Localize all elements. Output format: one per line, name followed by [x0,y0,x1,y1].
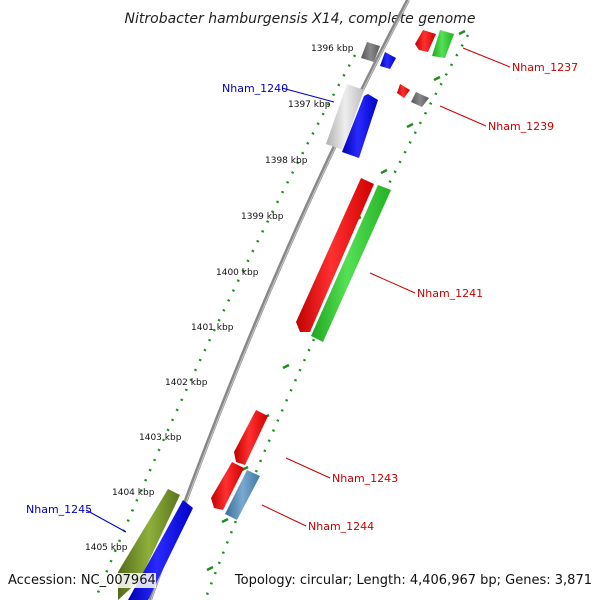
tick-label: 1404 kbp [112,488,155,498]
cds-feature-nham-1241 [296,178,391,342]
label-connectors [85,47,511,533]
tick-label: 1405 kbp [85,543,128,553]
gene-label-nham-1239[interactable]: Nham_1239 [488,120,554,133]
gene-label-nham-1243[interactable]: Nham_1243 [332,472,398,485]
gene-labels: Nham_1237 Nham_1239 Nham_1240 Nham_1241 … [26,61,578,533]
tick-label: 1399 kbp [241,212,284,222]
cds-feature-nham-1243 [234,410,268,465]
tick-label: 1400 kbp [216,268,259,278]
map-title: Nitrobacter hamburgensis X14, complete g… [125,11,476,27]
gene-label-nham-1244[interactable]: Nham_1244 [308,520,374,533]
accession-text: Accession: NC_007964 [8,573,156,588]
ruler-tick-labels: 1396 kbp 1397 kbp 1398 kbp 1399 kbp 1400… [85,44,354,553]
cds-feature-nham-1237 [415,30,454,58]
tick-label: 1401 kbp [191,323,234,333]
cds-feature [361,42,396,69]
cds-feature-nham-1239 [397,84,429,107]
tick-label: 1396 kbp [311,44,354,54]
tick-label: 1397 kbp [288,100,331,110]
cds-feature-nham-1240 [326,84,378,158]
gene-label-nham-1237[interactable]: Nham_1237 [512,61,578,74]
tick-label: 1398 kbp [265,156,308,166]
gene-label-nham-1240[interactable]: Nham_1240 [222,82,288,95]
topology-text: Topology: circular; Length: 4,406,967 bp… [234,573,592,588]
gene-label-nham-1241[interactable]: Nham_1241 [417,287,483,300]
cds-feature-nham-1244 [211,462,260,520]
tick-label: 1403 kbp [139,433,182,443]
gene-label-nham-1245[interactable]: Nham_1245 [26,503,92,516]
tick-label: 1402 kbp [165,378,208,388]
